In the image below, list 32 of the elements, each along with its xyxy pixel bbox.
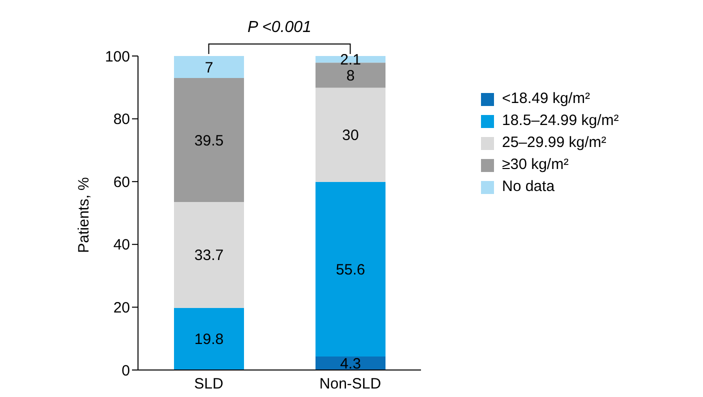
- legend-label: 18.5–24.99 kg/m²: [502, 111, 619, 131]
- data-label: 39.5: [194, 132, 224, 150]
- y-tick-label: 100: [104, 48, 130, 66]
- y-tick-label: 60: [113, 174, 130, 191]
- legend-label: <18.49 kg/m²: [502, 89, 590, 109]
- text: P <0.001: [248, 19, 312, 36]
- data-label: 33.7: [194, 247, 224, 264]
- bar: [174, 202, 244, 308]
- data-label: 4.3: [340, 356, 361, 373]
- y-tick-label: 40: [113, 236, 130, 254]
- bar: [174, 56, 244, 78]
- data-label: 30: [342, 127, 359, 144]
- bar: [316, 62, 386, 88]
- legend-label: ≥30 kg/m²: [502, 155, 569, 175]
- data-label: 55.6: [336, 262, 366, 279]
- y-tick-label: 0: [122, 362, 130, 380]
- legend-label: 25–29.99 kg/m²: [502, 133, 606, 153]
- y-tick-label: 20: [113, 300, 130, 317]
- y-tick-label: 80: [113, 111, 130, 128]
- data-label: 8: [346, 67, 355, 84]
- bar: [316, 182, 386, 356]
- bar: [174, 78, 244, 202]
- data-label: 2.1: [340, 52, 361, 69]
- x-tick-label: Non-SLD: [319, 376, 382, 393]
- data-label: 7: [204, 59, 214, 76]
- x-tick-label: SLD: [194, 376, 224, 393]
- bar: [316, 56, 386, 63]
- legend-label: No data: [502, 177, 555, 197]
- bar: [174, 308, 244, 370]
- data-label: 19.8: [194, 331, 224, 348]
- y-axis-title: Patients, %: [75, 177, 92, 253]
- bar: [316, 88, 386, 182]
